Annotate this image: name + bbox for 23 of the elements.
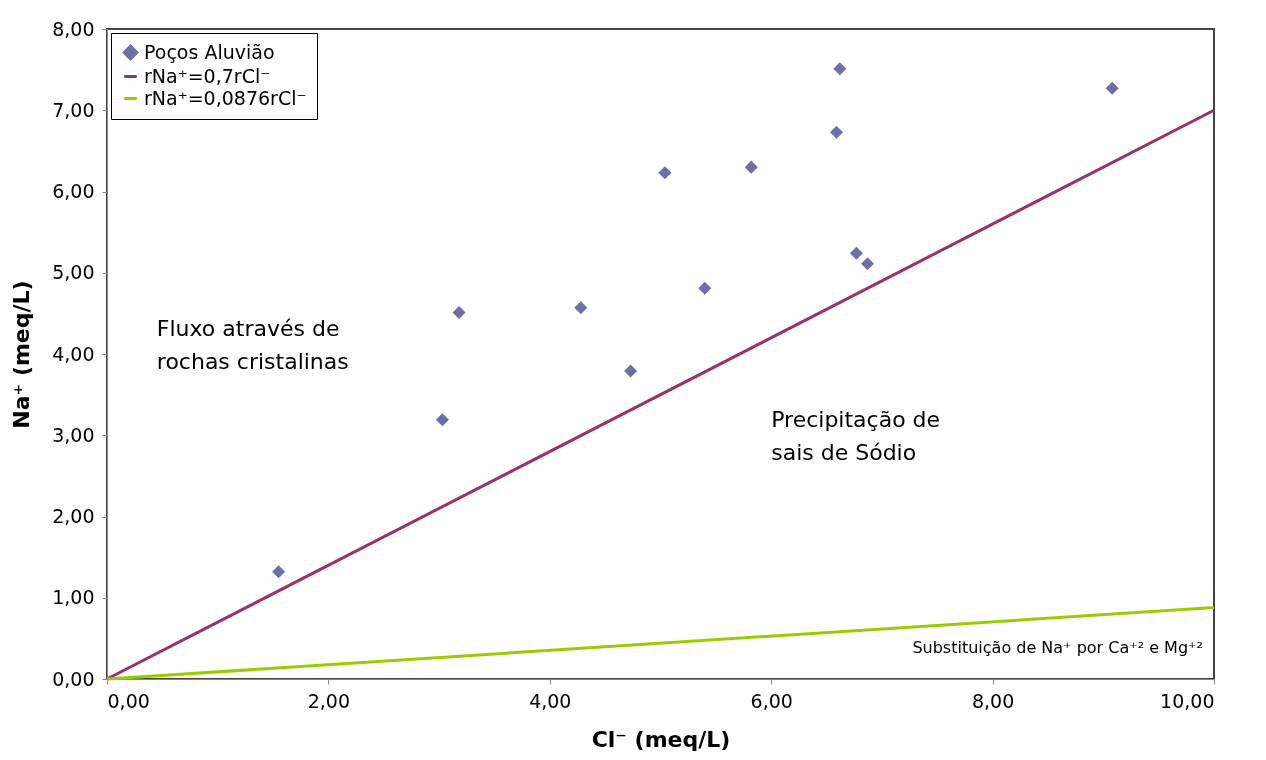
x-tick-label: 2,00 — [307, 689, 351, 712]
x-axis-title: Cl⁻ (meq/L) — [591, 726, 731, 752]
annotation: Precipitação de sais de Sódio — [771, 407, 941, 465]
y-tick-label: 3,00 — [52, 423, 95, 446]
y-tick-label: 1,00 — [52, 586, 95, 609]
annotation: Substituição de Na⁺ por Ca⁺² e Mg⁺² — [912, 638, 1203, 658]
y-axis-title: Na⁺ (meq/L) — [9, 280, 35, 429]
annotation: Fluxo através de rochas cristalinas — [156, 316, 349, 374]
legend-label: rNa⁺=0,0876rCl⁻ — [144, 86, 307, 109]
x-tick-label: 4,00 — [529, 689, 572, 712]
x-tick-label: 8,00 — [971, 689, 1015, 712]
y-tick-label: 4,00 — [52, 342, 95, 365]
y-tick-label: 5,00 — [52, 261, 95, 284]
legend-label: Poços Aluvião — [144, 40, 275, 63]
x-tick-label: 0,00 — [107, 689, 150, 712]
y-tick-label: 6,00 — [52, 180, 95, 202]
x-tick-label: 6,00 — [750, 689, 793, 712]
y-tick-label: 0,00 — [52, 667, 95, 690]
legend-label: rNa⁺=0,7rCl⁻ — [144, 64, 271, 87]
x-tick-label: 10,00 — [1160, 689, 1215, 712]
y-tick-label: 2,00 — [52, 505, 95, 527]
y-tick-label: 8,00 — [52, 17, 95, 40]
y-tick-label: 7,00 — [52, 98, 95, 121]
